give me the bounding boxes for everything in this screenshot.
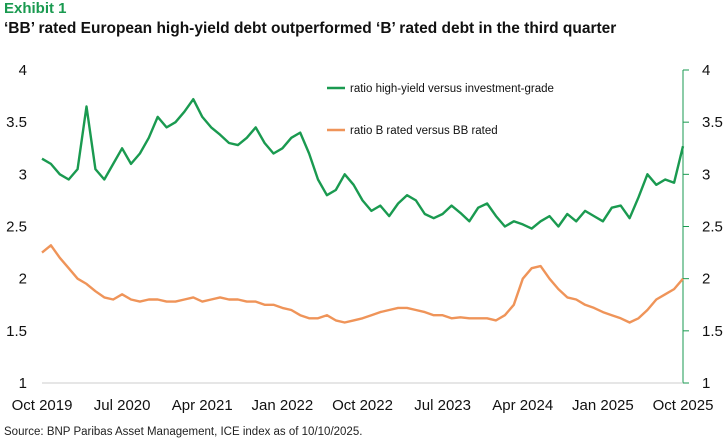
x-tick-label: Jan 2025 (572, 397, 634, 414)
x-tick-label: Oct 2022 (332, 397, 393, 414)
x-tick-label: Apr 2021 (172, 397, 233, 414)
y-tick-label-right: 1 (702, 375, 710, 392)
x-tick-label: Oct 2025 (653, 397, 714, 414)
series-line-hy_ig (41, 97, 685, 230)
x-tick-label: Jan 2022 (252, 397, 314, 414)
x-tick-label: Jul 2023 (414, 397, 471, 414)
series-line-b_bb (41, 244, 684, 324)
source-note: Source: BNP Paribas Asset Management, IC… (4, 426, 363, 438)
exhibit-label: Exhibit 1 (4, 0, 67, 17)
x-tick-label: Jul 2020 (94, 397, 151, 414)
chart-title: ‘BB’ rated European high-yield debt outp… (4, 20, 617, 37)
y-tick-label-left: 1.5 (6, 323, 27, 340)
chart-axes: 1 1 1.5 1.5 2 2 2.5 2.5 3 3 3.5 3.5 4 4 Oct 2019 Jul 20… (6, 62, 723, 414)
y-tick-label-left: 2 (19, 271, 27, 288)
x-tick-label: Apr 2024 (492, 397, 553, 414)
y-tick-label-left: 2.5 (6, 219, 27, 236)
y-tick-label-right: 2.5 (702, 219, 723, 236)
legend-label-hy_ig: ratio high-yield versus investment-grade (350, 83, 554, 95)
chart-series (41, 97, 685, 324)
y-tick-label-right: 2 (702, 271, 710, 288)
y-tick-label-left: 1 (19, 375, 27, 392)
chart-legend: ratio high-yield versus investment-grade… (327, 83, 554, 137)
y-tick-label-right: 3.5 (702, 114, 723, 131)
y-tick-label-right: 3 (702, 166, 710, 183)
y-tick-label-right: 1.5 (702, 323, 723, 340)
legend-label-b_bb: ratio B rated versus BB rated (350, 125, 498, 137)
y-tick-label-left: 3 (19, 166, 27, 183)
y-tick-label-right: 4 (702, 62, 710, 79)
y-tick-label-left: 3.5 (6, 114, 27, 131)
x-tick-label: Oct 2019 (12, 397, 73, 414)
y-tick-label-left: 4 (19, 62, 27, 79)
